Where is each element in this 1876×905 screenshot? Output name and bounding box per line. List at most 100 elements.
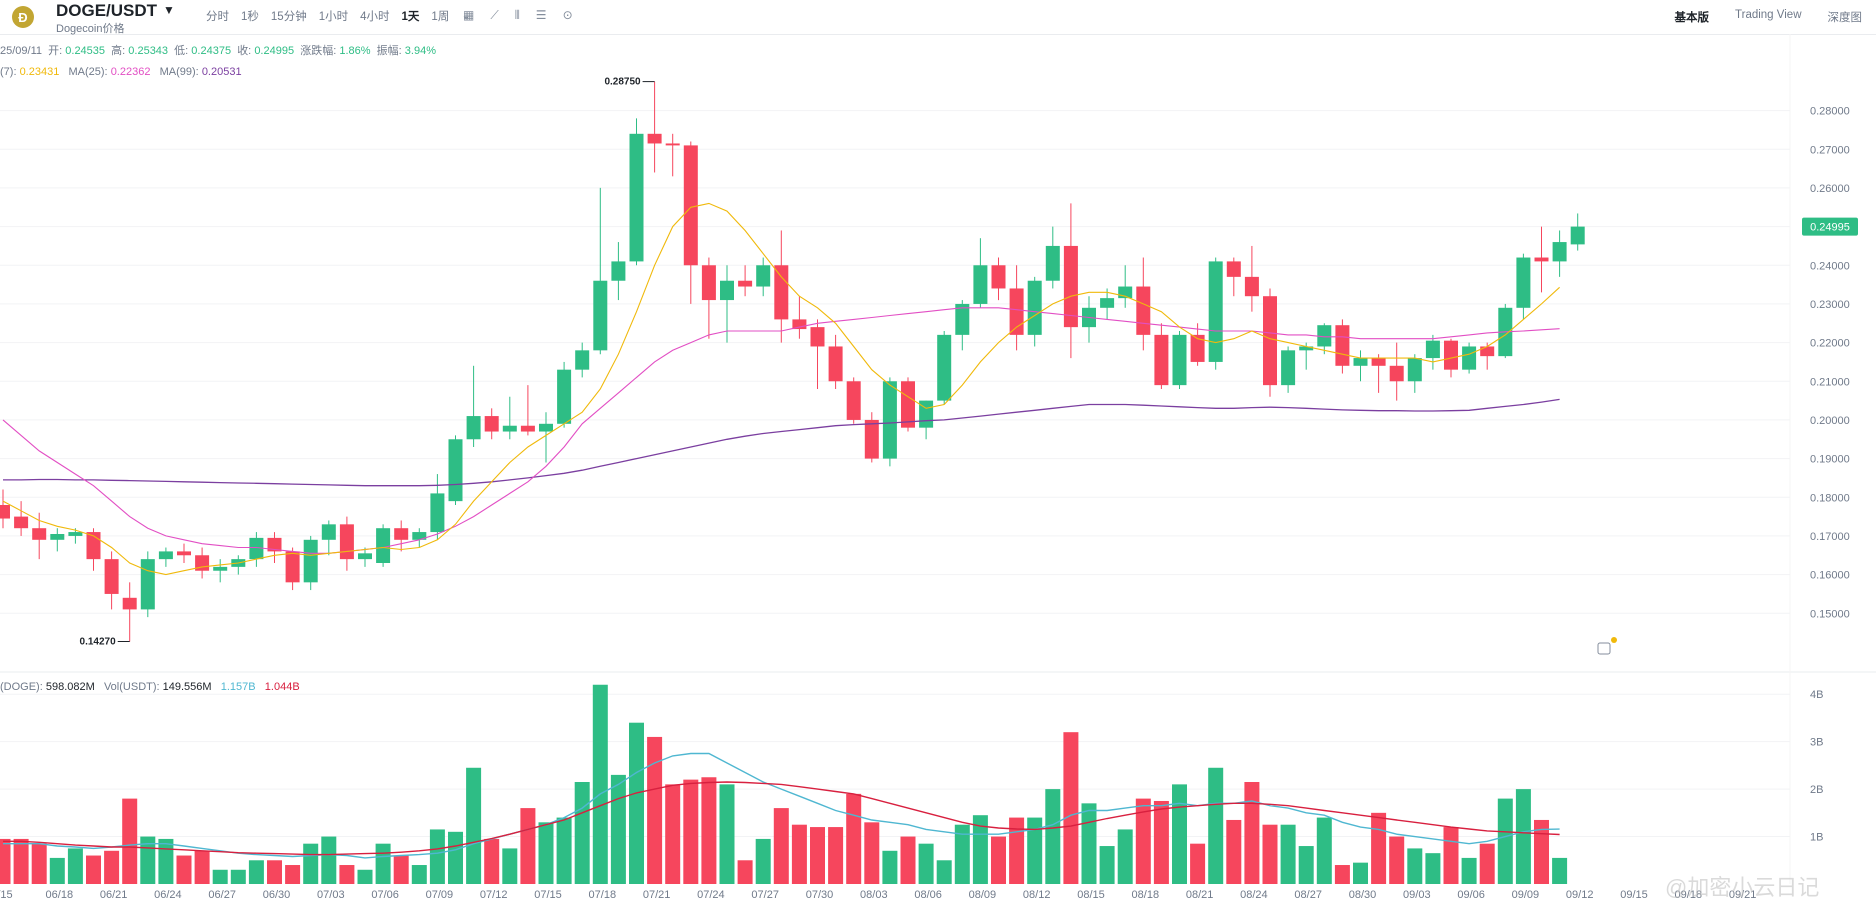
candle-body: [701, 265, 716, 301]
candle-body: [1317, 325, 1332, 347]
price-tick-label: 0.24000: [1810, 260, 1850, 272]
view-tab-depth[interactable]: 深度图: [1827, 12, 1863, 24]
interval-tab[interactable]: 1周: [431, 11, 450, 23]
caret-down-icon[interactable]: ▼: [163, 3, 175, 17]
candle-body: [1281, 350, 1296, 386]
candle-body: [1190, 334, 1205, 362]
candle-body: [774, 265, 789, 320]
volume-bar: [719, 784, 735, 884]
date-tick-label: 08/15: [1077, 889, 1105, 901]
pair-selector[interactable]: DOGE/USDT: [56, 1, 158, 20]
vol-doge-label: (DOGE):: [0, 681, 43, 693]
interval-tab[interactable]: 1小时: [318, 11, 349, 23]
more-intervals-chevron-icon[interactable]: ⌄: [461, 10, 471, 22]
volume-bar: [1226, 819, 1242, 884]
volume-bar: [1497, 798, 1513, 884]
volume-bar: [1117, 829, 1133, 884]
candle-body: [1480, 346, 1495, 357]
settings-gear-icon[interactable]: ⊙: [562, 8, 573, 22]
volume-bar: [1009, 817, 1025, 884]
candle-body: [1462, 346, 1477, 370]
date-tick-label: 09/03: [1403, 889, 1431, 901]
volume-bar: [1081, 803, 1097, 884]
volume-bar: [176, 855, 192, 884]
candle-body: [828, 346, 843, 382]
date-tick-label: 08/12: [1023, 889, 1051, 901]
price-tick-label: 0.26000: [1810, 183, 1850, 195]
volume-bar: [448, 831, 463, 884]
interval-tab[interactable]: 1秒: [241, 11, 259, 23]
candle-body: [213, 566, 228, 571]
candle-body: [1063, 245, 1078, 328]
candle-body: [339, 524, 354, 560]
volume-bar: [991, 836, 1006, 884]
candle-body: [1009, 288, 1024, 335]
calendar-icon[interactable]: ▦: [463, 8, 475, 22]
date-tick-label: 07/03: [317, 889, 345, 901]
candle-body: [1534, 257, 1549, 262]
interval-tab[interactable]: 4小时: [360, 11, 390, 23]
volume-bar: [1389, 836, 1405, 884]
ma99-value: 0.20531: [201, 66, 242, 78]
volume-bar: [520, 808, 536, 884]
candle-body: [937, 334, 952, 401]
volume-bar: [1027, 817, 1043, 884]
date-tick-label: 07/09: [426, 889, 454, 901]
candle-body: [647, 133, 662, 144]
volume-bar: [1280, 824, 1296, 884]
candle-body: [973, 265, 988, 304]
date-tick-label: 08/24: [1240, 889, 1268, 901]
volume-bar: [357, 869, 373, 884]
candle-type-icon[interactable]: ⫴: [514, 8, 520, 22]
date-tick-label: 09/15: [1620, 889, 1648, 901]
candle-body: [1552, 242, 1567, 262]
close-value: 0.24995: [254, 45, 295, 57]
interval-tab[interactable]: 分时: [206, 11, 229, 23]
candle-body: [882, 381, 897, 459]
volume-bar: [411, 865, 427, 884]
date-tick-label: 06/27: [208, 889, 236, 901]
candle-body: [683, 145, 698, 266]
view-tab-basic[interactable]: 基本版: [1674, 12, 1710, 24]
interval-tab[interactable]: 15分钟: [270, 11, 307, 23]
candle-body: [557, 369, 572, 424]
volume-bar: [303, 843, 319, 884]
date-tick-label: 06/24: [154, 889, 182, 901]
price-tick-label: 0.27000: [1810, 144, 1850, 156]
volume-bar: [285, 865, 301, 884]
interval-tab-active[interactable]: 1天: [401, 11, 420, 23]
volume-tick-label: 4B: [1810, 689, 1823, 701]
amplitude-label: 振幅:: [376, 45, 402, 57]
dogecoin-logo-icon: Ð: [12, 6, 34, 28]
date-tick-label: 09/06: [1457, 889, 1485, 901]
candle-body: [810, 327, 825, 347]
volume-bar: [574, 782, 590, 884]
candle-body: [1299, 346, 1314, 351]
candlestick-chart[interactable]: 0.280000.270000.260000.250000.240000.230…: [0, 34, 1876, 905]
ma99-label: MA(99):: [159, 66, 199, 78]
volume-bar: [429, 829, 445, 884]
price-tick-label: 0.28000: [1810, 106, 1850, 118]
volume-bar: [538, 822, 554, 884]
candle-body: [1516, 257, 1531, 308]
candle-body: [249, 537, 264, 560]
price-tick-label: 0.17000: [1810, 531, 1850, 543]
vol-usdt-value: 149.556M: [162, 681, 212, 693]
open-label: 开:: [48, 45, 63, 57]
volume-bar: [1479, 843, 1495, 884]
volume-bar: [610, 774, 626, 884]
draw-line-icon[interactable]: ⟋: [490, 8, 499, 22]
volume-bar: [900, 836, 916, 884]
volume-bar: [1534, 819, 1549, 884]
indicator-settings-icon[interactable]: ☰: [535, 8, 547, 22]
date-tick-label: 08/03: [860, 889, 888, 901]
volume-bar: [31, 843, 47, 884]
candle-body: [394, 528, 409, 540]
candle-body: [158, 551, 173, 560]
view-tabs: 基本版 Trading View 深度图: [1649, 9, 1862, 25]
volume-bar: [737, 860, 753, 884]
candle-body: [32, 528, 47, 540]
volume-bar: [954, 824, 970, 884]
view-tab-tradingview[interactable]: Trading View: [1735, 9, 1802, 21]
candle-body: [1389, 365, 1404, 382]
